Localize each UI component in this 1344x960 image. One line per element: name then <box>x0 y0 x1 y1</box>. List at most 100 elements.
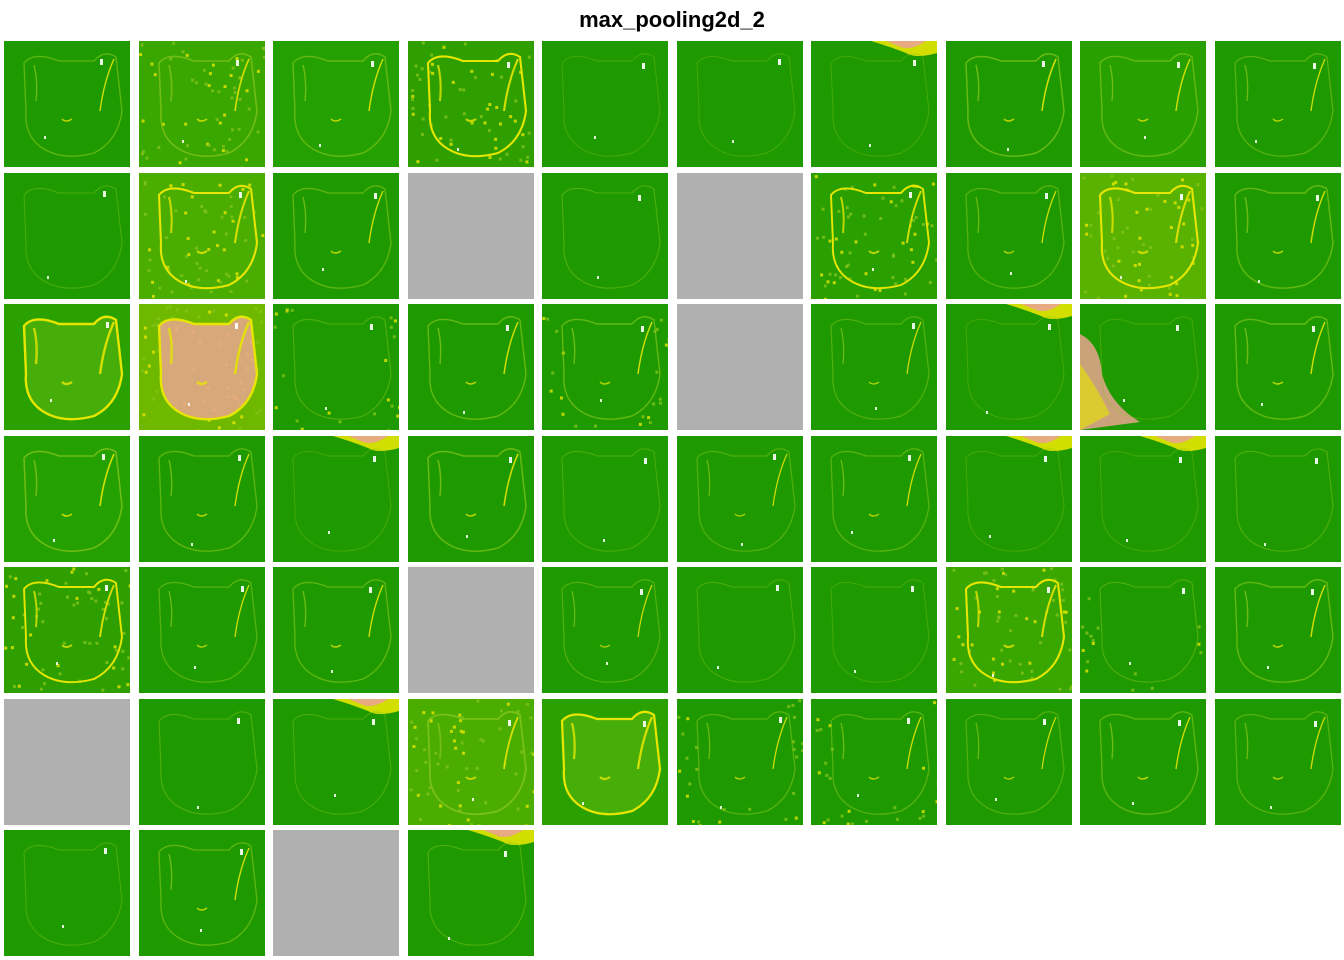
feature-map <box>4 830 130 956</box>
feature-map-image <box>946 436 1072 562</box>
feature-map-image <box>4 436 130 562</box>
feature-map <box>542 41 668 167</box>
feature-map-dead <box>273 830 399 956</box>
feature-map <box>1080 436 1206 562</box>
feature-map-image <box>677 567 803 693</box>
feature-map <box>1215 304 1341 430</box>
feature-map-image <box>1080 567 1206 693</box>
feature-map-image <box>139 41 265 167</box>
feature-map-image <box>1080 173 1206 299</box>
feature-map-image <box>273 304 399 430</box>
feature-map <box>408 830 534 956</box>
feature-map <box>139 436 265 562</box>
feature-map-image <box>1215 41 1341 167</box>
feature-map <box>542 304 668 430</box>
feature-map-image <box>946 567 1072 693</box>
feature-map-image <box>139 436 265 562</box>
feature-map-image <box>273 173 399 299</box>
feature-map-image <box>811 173 937 299</box>
feature-map <box>273 173 399 299</box>
feature-map-image <box>1215 304 1341 430</box>
feature-map <box>946 436 1072 562</box>
feature-map-image <box>4 304 130 430</box>
feature-map <box>273 567 399 693</box>
feature-map <box>946 173 1072 299</box>
feature-map-image <box>1215 436 1341 562</box>
feature-map-image <box>273 567 399 693</box>
feature-map <box>1080 567 1206 693</box>
feature-map-dead <box>677 304 803 430</box>
feature-map-image <box>1080 436 1206 562</box>
feature-map <box>273 699 399 825</box>
feature-map-dead <box>4 699 130 825</box>
feature-map <box>542 436 668 562</box>
feature-map <box>677 567 803 693</box>
feature-map-image <box>542 41 668 167</box>
feature-map-image <box>811 304 937 430</box>
feature-map-image <box>542 304 668 430</box>
feature-map <box>677 41 803 167</box>
feature-map-image <box>811 41 937 167</box>
feature-map-image <box>677 699 803 825</box>
feature-map-image <box>4 173 130 299</box>
feature-map <box>1215 436 1341 562</box>
feature-map <box>139 304 265 430</box>
feature-map <box>542 567 668 693</box>
feature-map <box>677 699 803 825</box>
feature-map-image <box>273 436 399 562</box>
feature-map <box>1215 567 1341 693</box>
feature-map <box>811 41 937 167</box>
feature-map-image <box>542 436 668 562</box>
feature-map-image <box>408 41 534 167</box>
feature-map <box>273 41 399 167</box>
feature-map <box>139 699 265 825</box>
feature-map <box>408 436 534 562</box>
feature-map <box>811 304 937 430</box>
feature-map <box>542 173 668 299</box>
feature-map-image <box>1215 173 1341 299</box>
feature-map-image <box>946 304 1072 430</box>
feature-map <box>811 699 937 825</box>
feature-map-image <box>139 567 265 693</box>
feature-map-image <box>4 830 130 956</box>
feature-map-image <box>1080 304 1206 430</box>
feature-map <box>542 699 668 825</box>
feature-map <box>1080 699 1206 825</box>
feature-map <box>139 567 265 693</box>
feature-map <box>946 304 1072 430</box>
feature-map <box>4 567 130 693</box>
feature-map <box>139 830 265 956</box>
feature-map-image <box>542 567 668 693</box>
feature-map-image <box>1080 699 1206 825</box>
feature-map <box>273 436 399 562</box>
feature-map <box>139 41 265 167</box>
feature-map <box>4 173 130 299</box>
feature-map <box>1080 41 1206 167</box>
feature-map <box>811 567 937 693</box>
feature-map <box>408 699 534 825</box>
feature-map-image <box>408 436 534 562</box>
feature-map-image <box>946 41 1072 167</box>
feature-map-image <box>139 304 265 430</box>
feature-map-image <box>408 830 534 956</box>
feature-map <box>4 41 130 167</box>
feature-map <box>1215 699 1341 825</box>
feature-map <box>1215 41 1341 167</box>
feature-map-dead <box>408 173 534 299</box>
feature-map <box>811 173 937 299</box>
feature-map <box>946 41 1072 167</box>
feature-map <box>1215 173 1341 299</box>
page-title: max_pooling2d_2 <box>579 7 765 32</box>
feature-map <box>946 699 1072 825</box>
feature-map-image <box>139 830 265 956</box>
feature-map-image <box>946 173 1072 299</box>
feature-map-image <box>542 699 668 825</box>
feature-map-image <box>139 699 265 825</box>
feature-map-image <box>273 41 399 167</box>
feature-map-image <box>273 699 399 825</box>
feature-map-image <box>1215 567 1341 693</box>
feature-map <box>1080 304 1206 430</box>
feature-map-dead <box>408 567 534 693</box>
feature-map <box>408 304 534 430</box>
